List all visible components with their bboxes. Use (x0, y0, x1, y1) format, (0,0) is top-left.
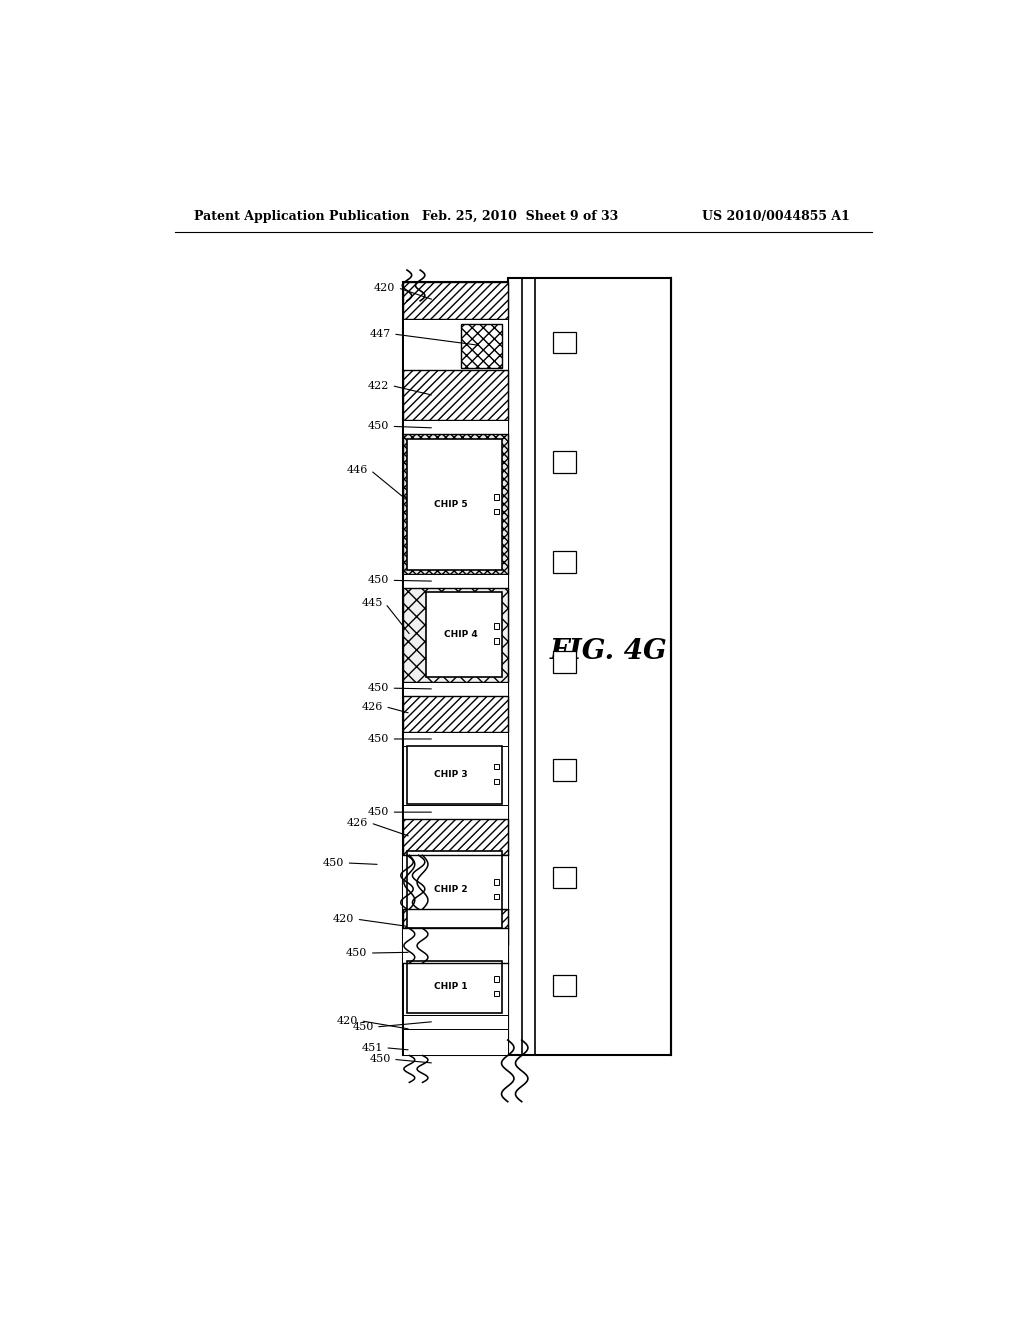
Bar (494, 764, 500, 770)
Bar (403, 318, 508, 370)
Bar (403, 733, 508, 746)
Bar (403, 746, 508, 805)
Bar (403, 682, 508, 696)
Bar (403, 574, 508, 589)
Bar (494, 894, 500, 899)
Text: 426: 426 (361, 702, 383, 711)
Bar (553, 867, 575, 888)
Text: 450: 450 (323, 858, 344, 869)
Bar (494, 494, 500, 499)
Bar (553, 331, 575, 354)
Text: US 2010/0044855 A1: US 2010/0044855 A1 (701, 210, 849, 223)
Text: CHIP 2: CHIP 2 (434, 886, 468, 895)
Bar (553, 552, 575, 573)
Text: CHIP 5: CHIP 5 (434, 500, 468, 510)
Bar (403, 1028, 508, 1056)
Text: 450: 450 (368, 576, 389, 585)
Text: 420: 420 (333, 915, 354, 924)
Text: 420: 420 (337, 1016, 358, 1026)
Bar (508, 277, 671, 1056)
Bar (403, 370, 508, 420)
Bar (403, 420, 508, 434)
Bar (403, 282, 508, 318)
Text: 447: 447 (370, 329, 391, 339)
Bar (407, 746, 503, 804)
Bar (403, 818, 508, 855)
Text: 446: 446 (347, 465, 369, 475)
Bar (403, 589, 508, 682)
Text: 422: 422 (368, 380, 389, 391)
Text: 451: 451 (361, 1043, 383, 1053)
Bar (403, 909, 508, 945)
Bar (403, 1015, 508, 1028)
Text: FIG. 4G: FIG. 4G (550, 638, 668, 665)
Bar (403, 960, 508, 1015)
Text: CHIP 3: CHIP 3 (434, 771, 468, 779)
Text: 450: 450 (368, 807, 389, 817)
Bar (403, 928, 508, 964)
Bar (494, 879, 500, 884)
Text: 450: 450 (368, 734, 389, 744)
Bar (403, 805, 508, 818)
Bar (494, 779, 500, 784)
Bar (403, 855, 508, 909)
Bar (494, 508, 500, 515)
Text: Feb. 25, 2010  Sheet 9 of 33: Feb. 25, 2010 Sheet 9 of 33 (423, 210, 618, 223)
Bar (553, 974, 575, 997)
Text: 450: 450 (352, 1022, 374, 1032)
Bar (494, 623, 500, 628)
Text: 420: 420 (374, 282, 395, 293)
Text: 450: 450 (368, 421, 389, 432)
Text: 426: 426 (347, 818, 369, 828)
Bar (403, 282, 508, 1056)
Bar (403, 434, 508, 574)
Bar (426, 591, 503, 677)
Bar (494, 977, 500, 982)
Bar (403, 696, 508, 733)
Bar (403, 945, 508, 960)
Text: 450: 450 (368, 684, 389, 693)
Text: 445: 445 (361, 598, 383, 609)
Bar (407, 851, 503, 928)
Text: 450: 450 (346, 948, 368, 958)
Bar (553, 651, 575, 673)
Bar (494, 638, 500, 644)
Bar (553, 759, 575, 780)
Bar (407, 440, 503, 570)
Text: 450: 450 (370, 1055, 391, 1064)
Text: CHIP 4: CHIP 4 (443, 630, 477, 639)
Text: Patent Application Publication: Patent Application Publication (194, 210, 410, 223)
Bar (553, 451, 575, 473)
Bar (407, 961, 503, 1014)
Bar (461, 323, 503, 368)
Bar (494, 991, 500, 997)
Text: CHIP 1: CHIP 1 (434, 982, 468, 991)
